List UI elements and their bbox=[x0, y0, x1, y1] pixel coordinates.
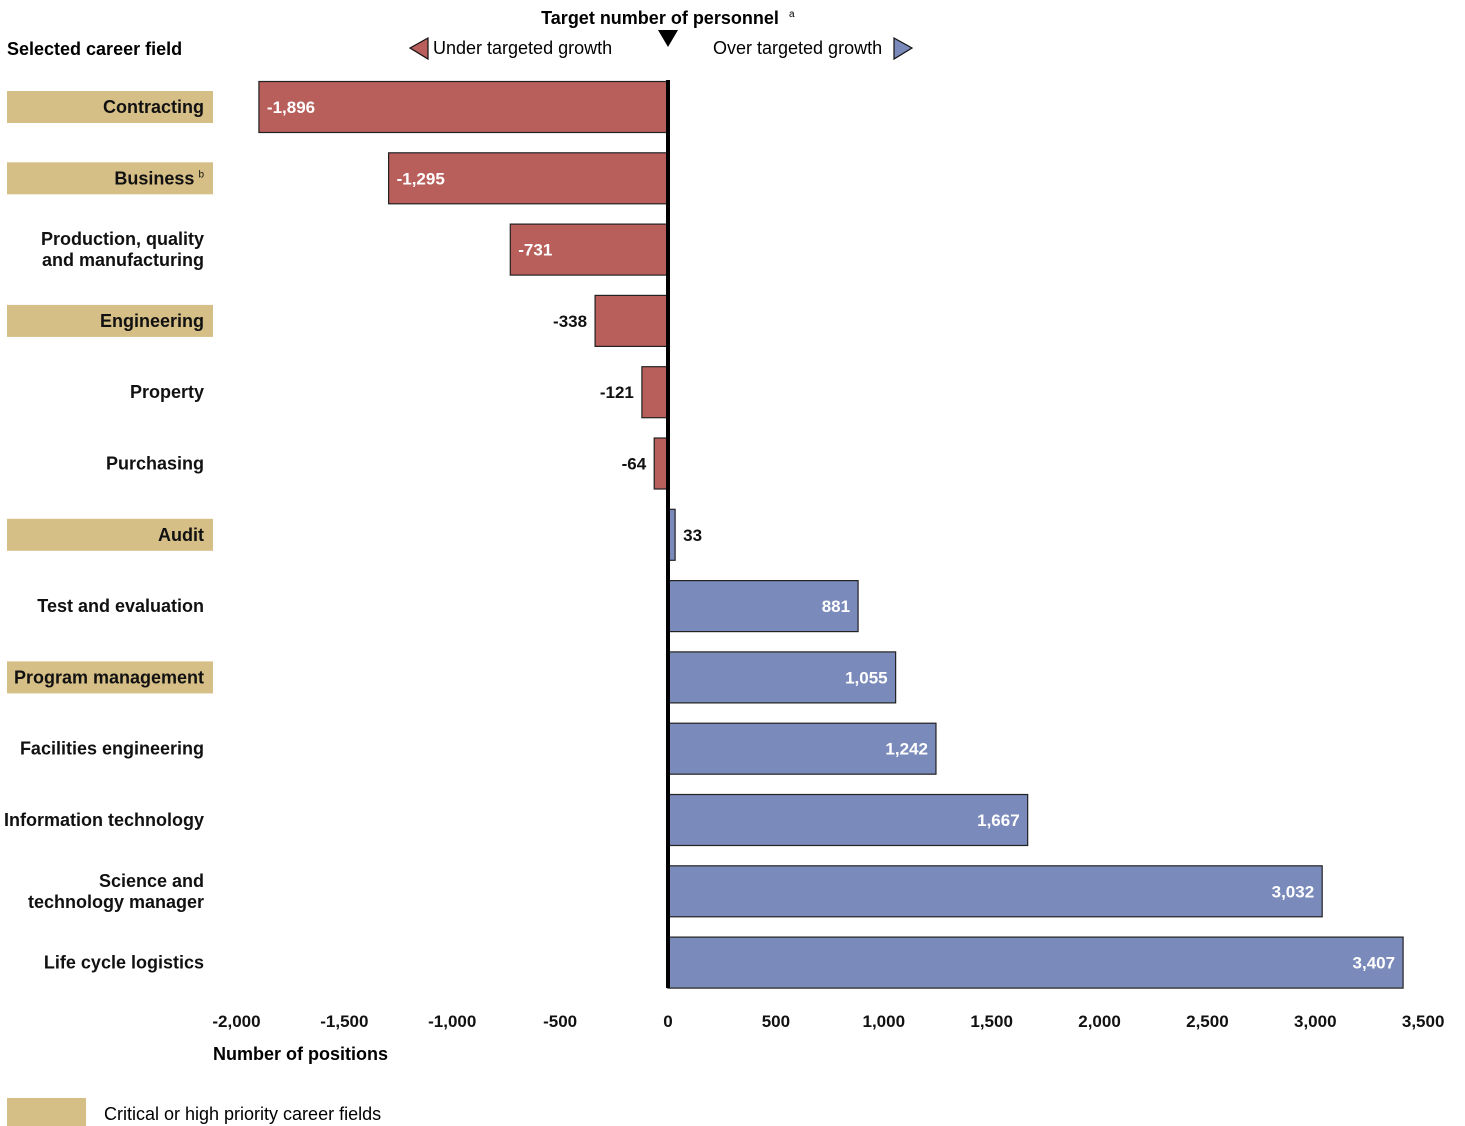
target-marker-icon bbox=[658, 30, 678, 47]
legend-swatch bbox=[7, 1098, 86, 1126]
bar bbox=[667, 865, 1323, 918]
chart-title-note: a bbox=[789, 9, 795, 20]
bar bbox=[667, 579, 859, 633]
value-label: -1,295 bbox=[397, 169, 445, 188]
category-label: Audit bbox=[158, 525, 204, 545]
highlight-layer bbox=[7, 91, 213, 694]
x-axis-label: Number of positions bbox=[213, 1044, 388, 1064]
bar bbox=[258, 80, 669, 134]
x-tick-label: 2,500 bbox=[1186, 1012, 1229, 1031]
bar bbox=[667, 936, 1404, 989]
value-label: -64 bbox=[622, 455, 647, 474]
x-tick-label: 500 bbox=[762, 1012, 790, 1031]
value-label: 1,242 bbox=[885, 740, 928, 759]
x-tick-label: -2,000 bbox=[212, 1012, 260, 1031]
category-label: Information technology bbox=[4, 810, 204, 830]
bar bbox=[641, 366, 669, 419]
bar bbox=[509, 223, 669, 276]
category-labels: Contracting Business b Production, quality a… bbox=[4, 97, 204, 973]
x-tick-label: -1,500 bbox=[320, 1012, 368, 1031]
category-label: Program management bbox=[14, 667, 204, 687]
x-tick-label: 1,500 bbox=[970, 1012, 1013, 1031]
value-label: -338 bbox=[553, 312, 587, 331]
chart-title: Target number of personnel bbox=[541, 8, 779, 28]
category-label: Life cycle logistics bbox=[44, 953, 204, 973]
bar bbox=[387, 152, 669, 205]
highlight-band bbox=[7, 661, 213, 694]
value-label: 881 bbox=[822, 597, 850, 616]
value-label: 3,032 bbox=[1272, 882, 1315, 901]
highlight-band bbox=[7, 91, 213, 123]
x-tick-label: 2,000 bbox=[1078, 1012, 1121, 1031]
value-label: -731 bbox=[518, 241, 552, 260]
x-axis: -2,000 -1,500 -1,000 -500 0 500 1,000 1,500 2,00… bbox=[212, 80, 1444, 1031]
category-label: Engineering bbox=[100, 311, 204, 331]
category-axis-title: Selected career field bbox=[7, 39, 182, 59]
x-tick-label: 0 bbox=[663, 1012, 672, 1031]
highlight-band bbox=[7, 304, 213, 337]
highlight-band bbox=[7, 162, 213, 195]
value-labels: -1,896 -1,295 -731 -338 -121 -64 33 881 1,055 1,2… bbox=[267, 98, 1395, 973]
x-tick-label: -500 bbox=[543, 1012, 577, 1031]
value-label: 3,407 bbox=[1353, 954, 1396, 973]
x-tick-label: 3,000 bbox=[1294, 1012, 1337, 1031]
bars bbox=[258, 80, 1404, 989]
category-label: Test and evaluation bbox=[37, 596, 204, 616]
under-arrow-icon bbox=[408, 36, 429, 61]
value-label: -121 bbox=[600, 383, 634, 402]
bar bbox=[667, 793, 1029, 847]
x-tick-label: -1,000 bbox=[428, 1012, 476, 1031]
category-label: Production, quality and manufacturing bbox=[41, 229, 204, 270]
bar bbox=[594, 294, 669, 347]
bar bbox=[653, 437, 669, 490]
category-label: Contracting bbox=[103, 97, 204, 117]
under-growth-label: Under targeted growth bbox=[433, 38, 612, 58]
x-tick-label: 3,500 bbox=[1402, 1012, 1445, 1031]
value-label: -1,896 bbox=[267, 98, 315, 117]
highlight-band bbox=[7, 518, 213, 551]
category-label: Facilities engineering bbox=[20, 739, 204, 759]
value-label: 1,055 bbox=[845, 668, 888, 687]
bar bbox=[667, 651, 897, 704]
bar bbox=[667, 722, 937, 775]
legend-label: Critical or high priority career fields bbox=[104, 1104, 381, 1124]
value-label: 33 bbox=[683, 526, 702, 545]
over-arrow-icon bbox=[893, 36, 914, 61]
over-growth-label: Over targeted growth bbox=[713, 38, 882, 58]
category-label: Purchasing bbox=[106, 454, 204, 474]
category-label: Property bbox=[130, 382, 204, 402]
category-label: Science and technology manager bbox=[28, 871, 204, 912]
category-label: Business b bbox=[114, 168, 204, 188]
x-tick-label: 1,000 bbox=[862, 1012, 905, 1031]
value-label: 1,667 bbox=[977, 811, 1020, 830]
